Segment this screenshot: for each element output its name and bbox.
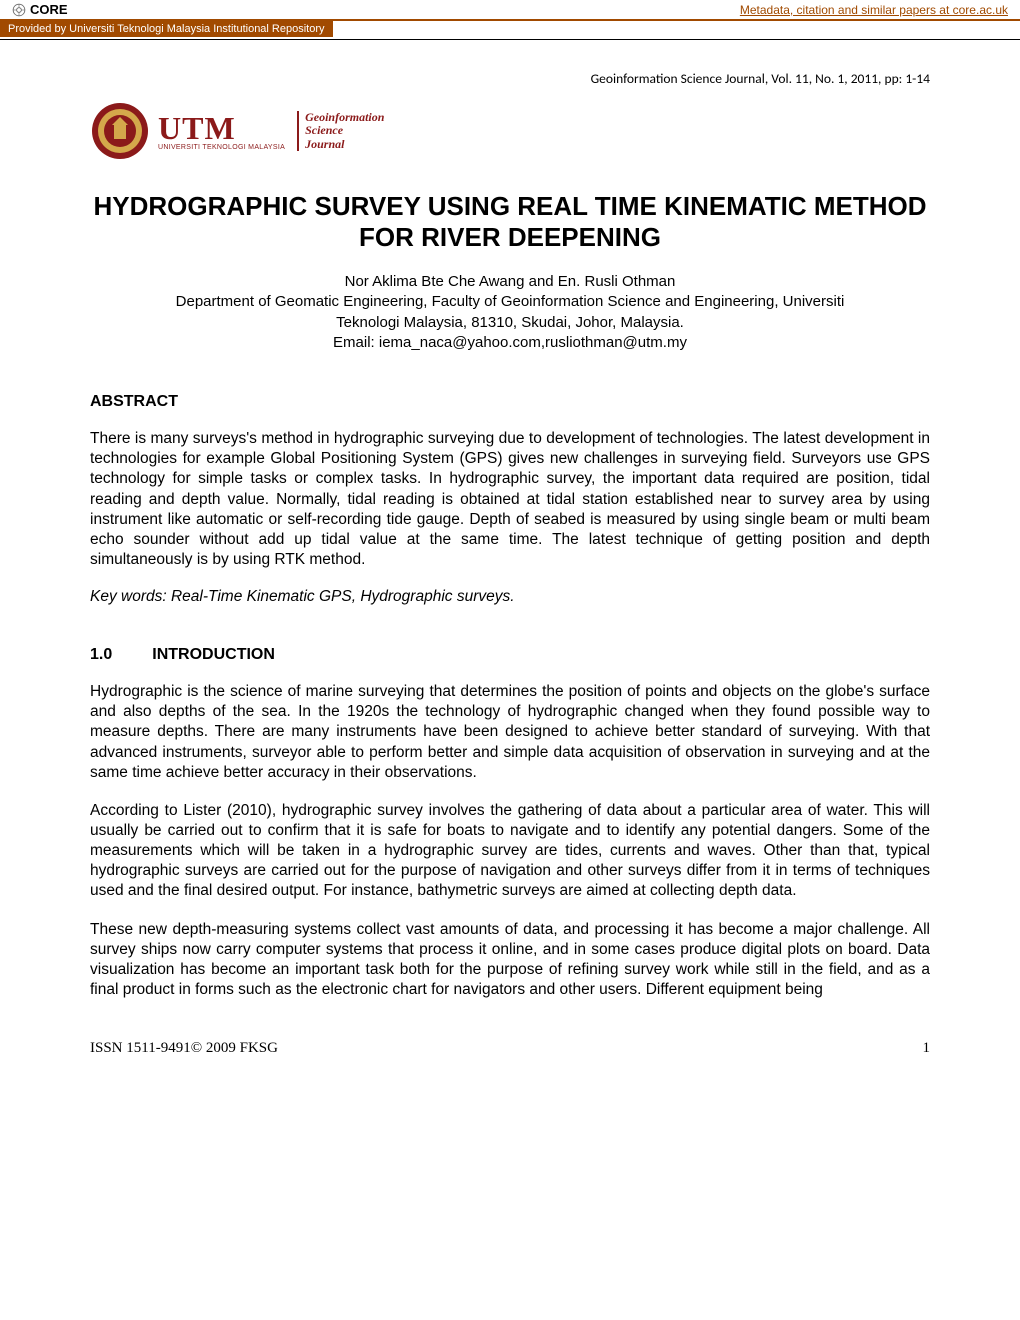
- paper-title: HYDROGRAPHIC SURVEY USING REAL TIME KINE…: [90, 191, 930, 253]
- keywords: Key words: Real-Time Kinematic GPS, Hydr…: [90, 588, 930, 606]
- affiliation-line-1: Department of Geomatic Engineering, Facu…: [176, 293, 845, 310]
- authors: Nor Aklima Bte Che Awang and En. Rusli O…: [90, 273, 930, 290]
- utm-text: UTM UNIVERSITI TEKNOLOGI MALAYSIA: [158, 112, 285, 151]
- utm-logo-block: UTM UNIVERSITI TEKNOLOGI MALAYSIA Geoinf…: [90, 101, 930, 161]
- page-number: 1: [923, 1040, 931, 1057]
- abstract-body: There is many surveys's method in hydrog…: [90, 429, 930, 570]
- utm-subtitle: UNIVERSITI TEKNOLOGI MALAYSIA: [158, 144, 285, 151]
- issn: ISSN 1511-9491© 2009 FKSG: [90, 1040, 278, 1057]
- abstract-heading: ABSTRACT: [90, 393, 930, 411]
- affiliation-line-3: Email: iema_naca@yahoo.com,rusliothman@u…: [333, 334, 687, 351]
- core-brand: CORE: [12, 2, 68, 17]
- core-provided-by: Provided by Universiti Teknologi Malaysi…: [0, 21, 333, 37]
- journal-label: Geoinformation Science Journal: [297, 111, 384, 151]
- core-metadata-link[interactable]: Metadata, citation and similar papers at…: [740, 3, 1008, 17]
- page-content: Geoinformation Science Journal, Vol. 11,…: [0, 40, 1020, 1097]
- journal-label-2: Science: [305, 124, 384, 137]
- affiliation: Department of Geomatic Engineering, Facu…: [90, 292, 930, 353]
- intro-paragraph-1: Hydrographic is the science of marine su…: [90, 682, 930, 783]
- core-banner: CORE Metadata, citation and similar pape…: [0, 0, 1020, 21]
- page-footer: ISSN 1511-9491© 2009 FKSG 1: [90, 1040, 930, 1057]
- intro-heading-text: INTRODUCTION: [152, 646, 275, 664]
- intro-paragraph-3: These new depth-measuring systems collec…: [90, 920, 930, 1001]
- intro-paragraph-2: According to Lister (2010), hydrographic…: [90, 801, 930, 902]
- intro-number: 1.0: [90, 646, 112, 664]
- intro-heading: 1.0 INTRODUCTION: [90, 646, 930, 664]
- journal-info: Geoinformation Science Journal, Vol. 11,…: [90, 70, 930, 87]
- journal-label-3: Journal: [305, 138, 384, 151]
- affiliation-line-2: Teknologi Malaysia, 81310, Skudai, Johor…: [336, 314, 684, 331]
- core-brand-text: CORE: [30, 2, 68, 17]
- utm-seal-icon: [90, 101, 150, 161]
- utm-name: UTM: [158, 112, 285, 144]
- core-icon: [12, 3, 26, 17]
